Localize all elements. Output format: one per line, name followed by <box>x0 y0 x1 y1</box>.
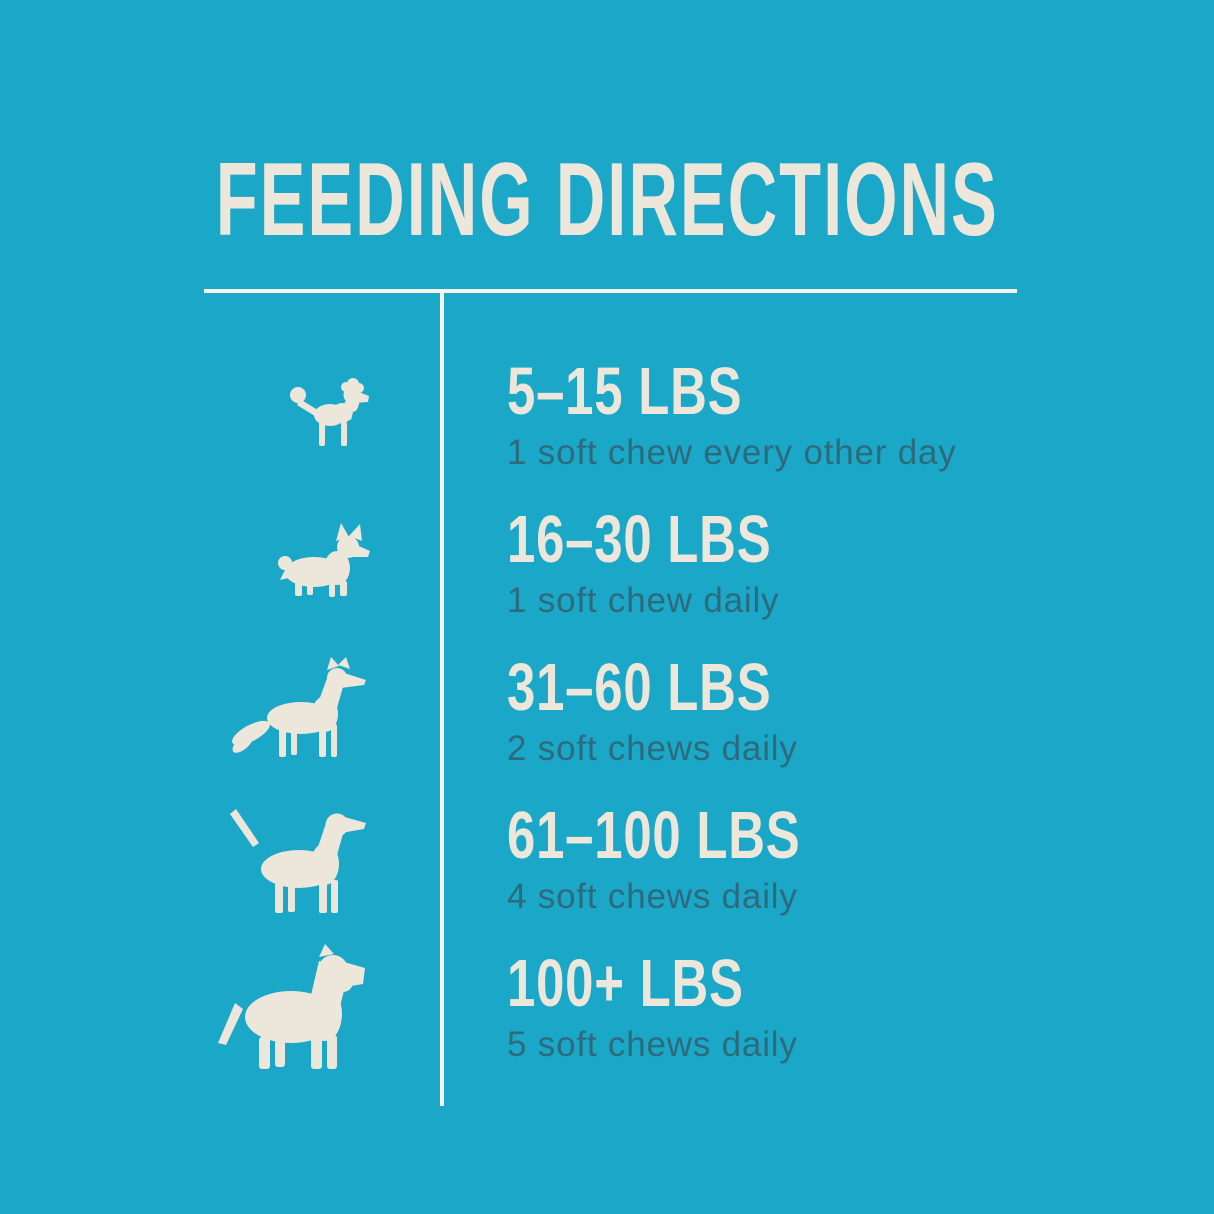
pointer-dog-icon <box>230 809 366 913</box>
weight-range: 16–30 LBS <box>507 502 772 578</box>
feeding-row-3: 31–60 LBS 2 soft chews daily <box>0 637 1214 785</box>
weight-range: 61–100 LBS <box>507 798 801 874</box>
poodle-icon <box>290 378 369 446</box>
feeding-row-2: 16–30 LBS 1 soft chew daily <box>0 489 1214 637</box>
vertical-divider <box>440 289 444 1106</box>
feeding-row-1: 5–15 LBS 1 soft chew every other day <box>0 341 1214 489</box>
weight-range: 5–15 LBS <box>507 354 743 430</box>
dose-instruction: 4 soft chews daily <box>507 877 798 917</box>
feeding-table: 5–15 LBS 1 soft chew every other day <box>0 341 1214 1081</box>
feeding-row-5: 100+ LBS 5 soft chews daily <box>0 933 1214 1081</box>
weight-range: 100+ LBS <box>507 946 744 1022</box>
dose-instruction: 1 soft chew every other day <box>507 433 957 473</box>
mastiff-icon <box>218 944 365 1069</box>
horizontal-divider <box>204 289 1017 293</box>
poster-header: FEEDING DIRECTIONS <box>0 148 1214 252</box>
herding-dog-icon <box>232 657 366 757</box>
feeding-row-4: 61–100 LBS 4 soft chews daily <box>0 785 1214 933</box>
dose-instruction: 5 soft chews daily <box>507 1025 798 1065</box>
poster-title: FEEDING DIRECTIONS <box>215 142 999 258</box>
weight-range: 31–60 LBS <box>507 650 772 726</box>
dose-instruction: 1 soft chew daily <box>507 581 780 621</box>
corgi-icon <box>278 523 370 597</box>
dose-instruction: 2 soft chews daily <box>507 729 798 769</box>
